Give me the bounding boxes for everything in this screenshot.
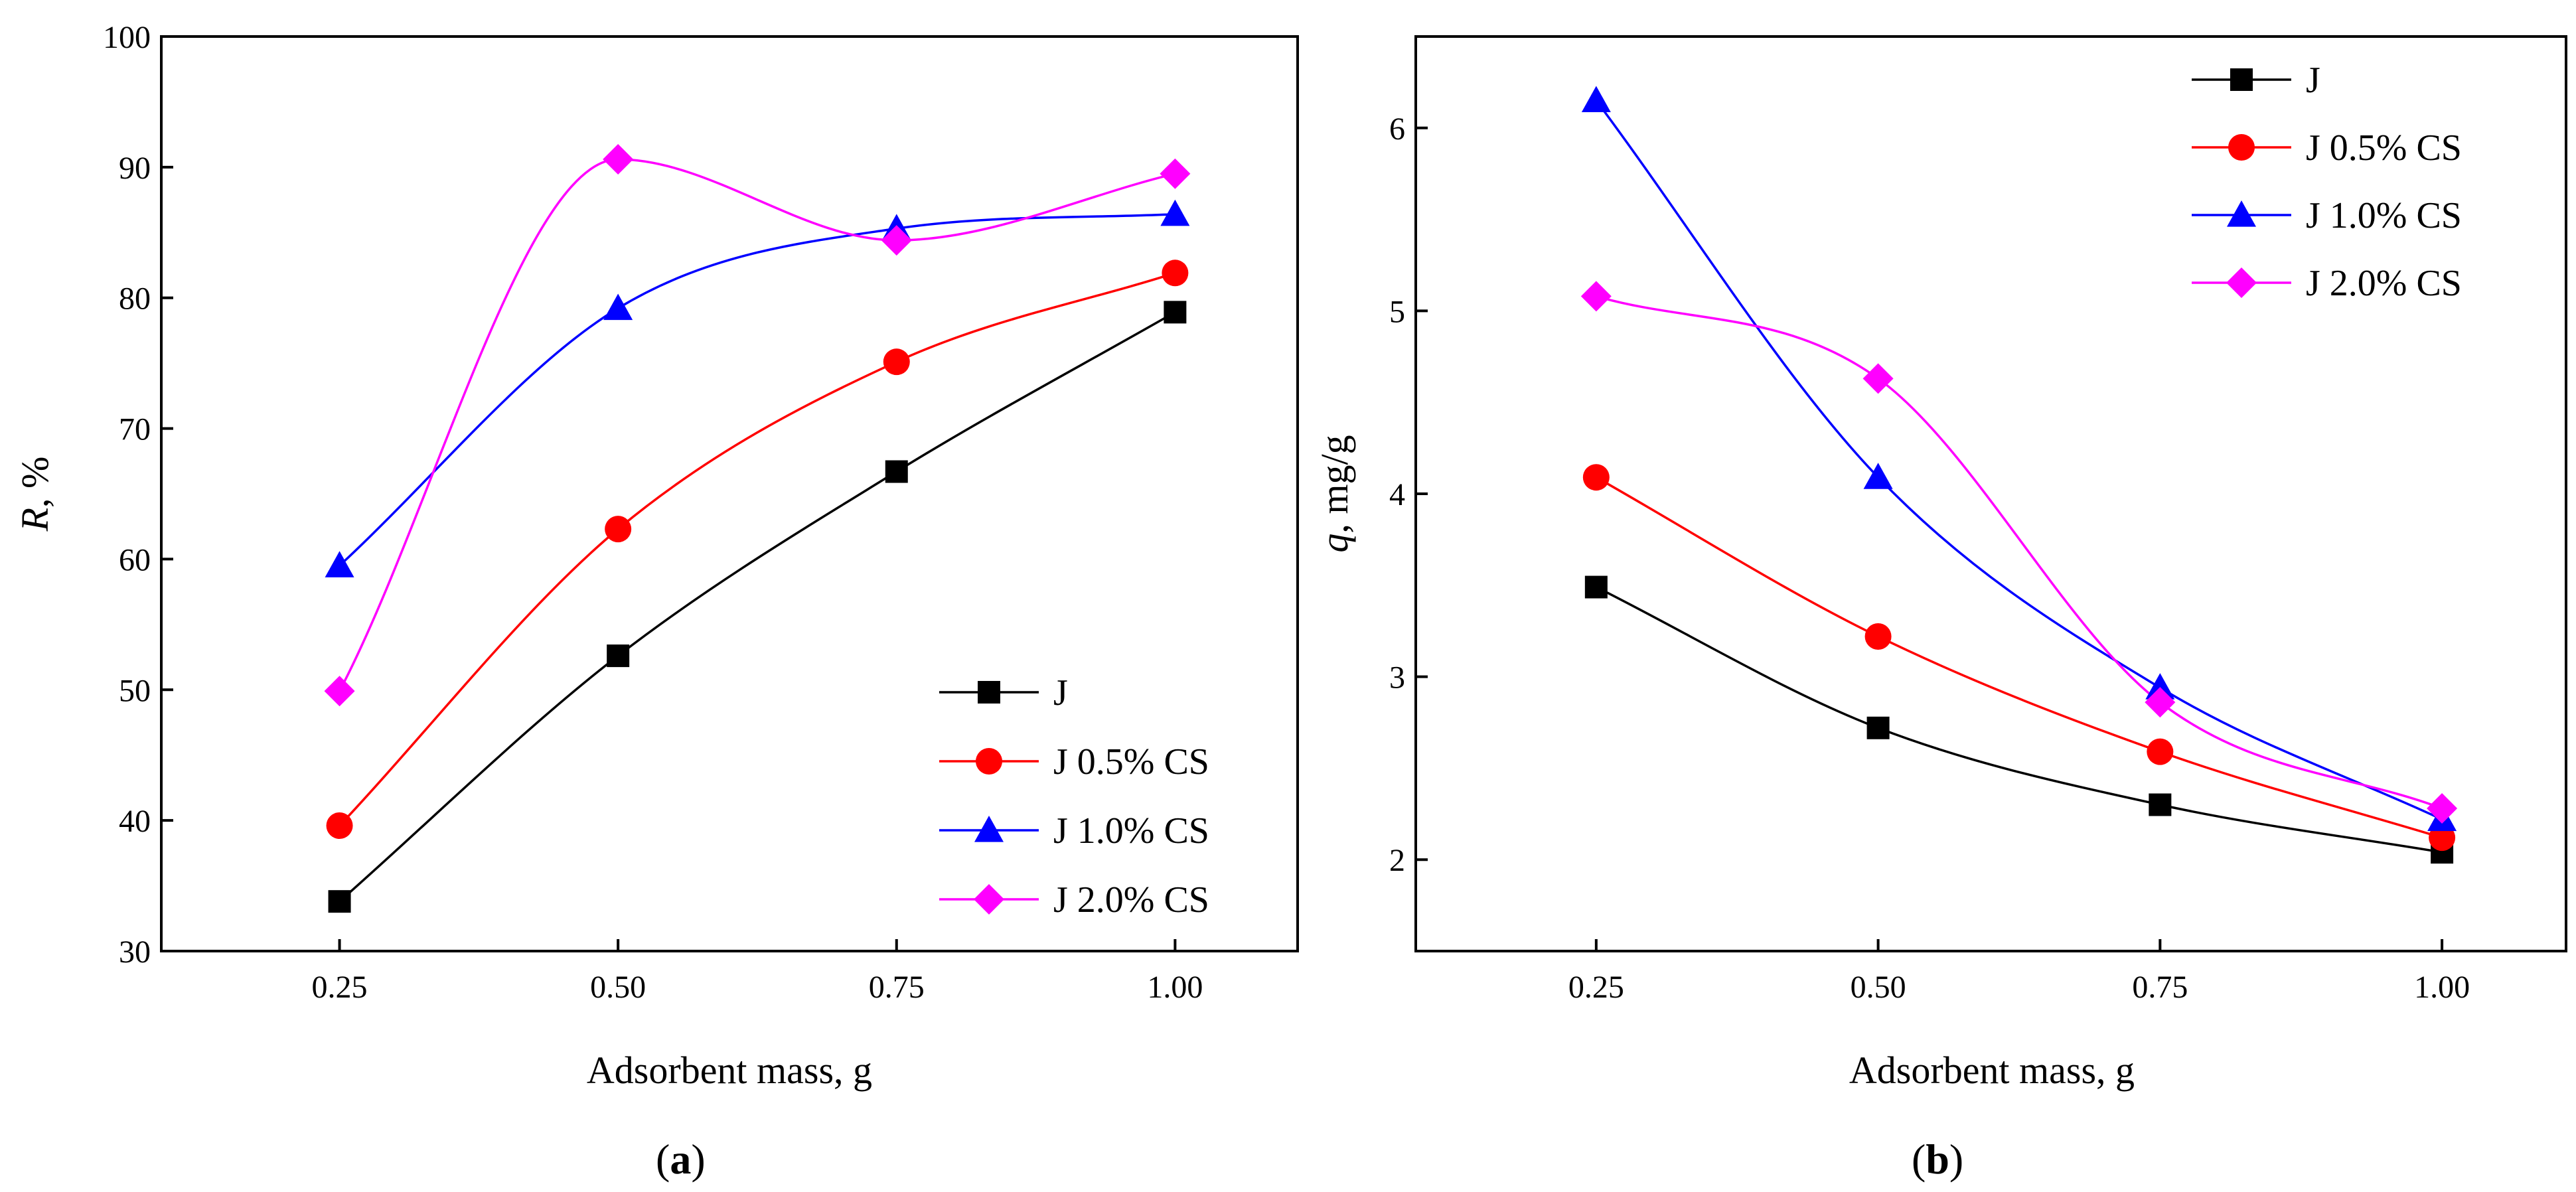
legend-label: J 0.5% CS (2306, 127, 2462, 169)
legend-label: J 1.0% CS (2306, 195, 2462, 236)
series-line (1595, 100, 2443, 821)
ticks-b: 2 3 4 5 6 0.25 0.50 0.75 1.00 (1389, 112, 2470, 1005)
panel-label-a-letter: a (670, 1136, 691, 1183)
x-tick-label: 0.50 (1851, 970, 1906, 1005)
y-tick-label: 100 (103, 20, 151, 55)
x-axis-title-b: Adsorbent mass, g (1849, 1049, 2135, 1092)
y-tick-label: 50 (119, 673, 151, 708)
data-point (607, 644, 630, 668)
legend-b: J J 0.5% CS J 1.0% CS J 2.0% CS (2192, 60, 2462, 304)
series-line (338, 158, 1175, 692)
x-axis-title-a: Adsorbent mass, g (587, 1049, 872, 1092)
data-point (2427, 793, 2458, 824)
y-tick-label: 3 (1389, 660, 1405, 696)
data-point (324, 676, 355, 707)
data-point (1862, 363, 1894, 394)
legend-label: J 2.0% CS (2306, 263, 2462, 304)
legend-marker (2228, 134, 2255, 161)
legend-label: J (2306, 60, 2320, 101)
legend-marker (974, 816, 1004, 842)
panel-label-b: (b) (1912, 1136, 1963, 1183)
legend-marker (2227, 200, 2256, 227)
y-tick-label: 90 (119, 151, 151, 186)
x-tick-label: 0.50 (590, 970, 646, 1005)
y-axis-title-b-unit: , mg/g (1313, 435, 1356, 533)
y-axis-title-a-symbol: R (13, 508, 56, 532)
y-tick-label: 80 (119, 281, 151, 317)
legend-marker (974, 884, 1004, 915)
data-point (1162, 260, 1189, 287)
data-point (1866, 716, 1890, 739)
data-point (1864, 623, 1892, 650)
data-point (603, 293, 633, 321)
data-point (1582, 464, 1610, 491)
ticks-a: 30 40 50 60 70 80 90 100 0.25 0.50 0.75 1.00 (103, 20, 1203, 1005)
series-line (339, 311, 1176, 903)
y-axis-title-b-symbol: q (1313, 534, 1356, 553)
y-tick-label: 70 (119, 412, 151, 447)
data-point (1584, 575, 1608, 599)
legend-marker (976, 748, 1002, 775)
data-point (1160, 199, 1190, 226)
data-point (328, 890, 351, 913)
legend-marker (2226, 267, 2257, 298)
legend-marker (978, 681, 1000, 704)
x-tick-label: 0.75 (869, 970, 925, 1005)
data-point (325, 551, 354, 577)
data-point (1164, 301, 1187, 324)
x-tick-label: 0.25 (1568, 970, 1624, 1005)
series-markers-a (324, 144, 1191, 913)
panel-b: 2 3 4 5 6 0.25 0.50 0.75 1.00 J J 0.5% CS J 1.0% C… (1313, 35, 2567, 1183)
y-axis-title-a: R, % (13, 457, 56, 532)
data-point (603, 144, 634, 175)
data-point (2149, 793, 2172, 816)
legend-a: J J 0.5% CS J 1.0% CS J 2.0% CS (939, 672, 1209, 921)
data-point (2147, 738, 2174, 765)
plot-frame-b (1414, 35, 2567, 952)
series-lines-b (1595, 100, 2443, 854)
y-tick-label: 5 (1389, 294, 1405, 329)
panel-a: 30 40 50 60 70 80 90 100 0.25 0.50 0.75 1.00 J J 0.5… (13, 20, 1299, 1183)
data-point (1580, 281, 1612, 312)
series-markers-b (1580, 86, 2458, 864)
series-line (1596, 295, 2443, 810)
x-tick-label: 0.75 (2132, 970, 2188, 1005)
data-point (883, 348, 910, 376)
legend-label: J 1.0% CS (1053, 810, 1209, 852)
data-point (881, 225, 912, 256)
legend-marker (2230, 68, 2253, 91)
y-tick-label: 40 (119, 804, 151, 839)
series-line (339, 271, 1175, 827)
y-tick-label: 2 (1389, 843, 1405, 878)
data-point (605, 516, 632, 543)
data-point (326, 812, 353, 840)
legend-label: J 0.5% CS (1053, 741, 1209, 782)
data-point (2145, 673, 2175, 700)
y-tick-label: 30 (119, 934, 151, 970)
y-tick-label: 6 (1389, 112, 1405, 147)
y-tick-label: 4 (1389, 477, 1405, 512)
legend-label: J 2.0% CS (1053, 879, 1209, 921)
x-tick-label: 0.25 (312, 970, 368, 1005)
y-axis-title-a-unit: , % (13, 457, 56, 508)
data-point (1581, 86, 1611, 113)
panel-label-a: (a) (656, 1136, 706, 1183)
plot-frame-a (160, 35, 1299, 952)
legend-label: J (1053, 672, 1068, 713)
data-point (885, 460, 908, 483)
panel-label-b-letter: b (1926, 1136, 1949, 1183)
x-tick-label: 1.00 (1147, 970, 1203, 1005)
y-axis-title-b: q, mg/g (1313, 435, 1356, 552)
y-tick-label: 60 (119, 542, 151, 577)
data-point (1863, 463, 1893, 489)
data-point (1160, 158, 1191, 189)
series-lines-a (338, 158, 1176, 903)
series-line (1596, 585, 2443, 854)
data-point (2145, 687, 2176, 718)
series-line (1595, 476, 2443, 839)
x-tick-label: 1.00 (2414, 970, 2470, 1005)
